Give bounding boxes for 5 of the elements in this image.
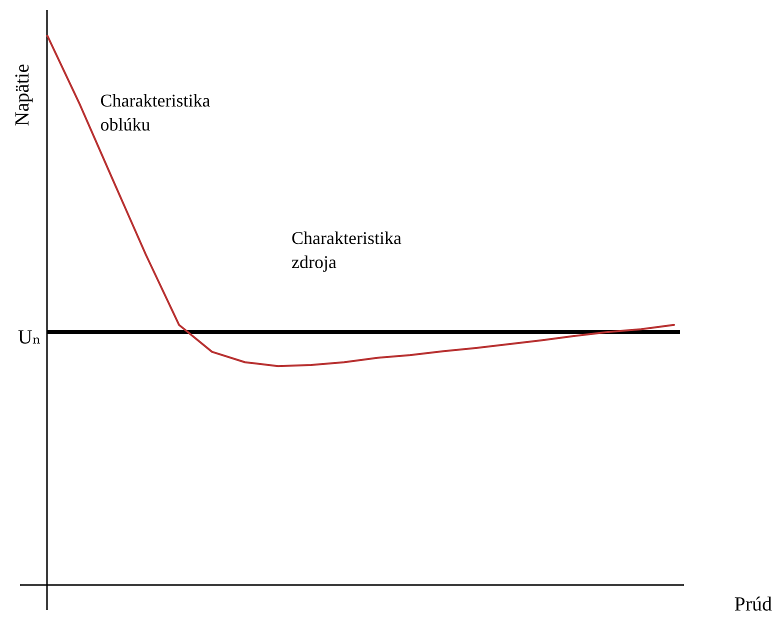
annotation: Charakteristika oblúku bbox=[100, 90, 210, 134]
ref-line-label: Uₙ bbox=[18, 326, 41, 348]
x-axis-title: Prúd bbox=[734, 593, 772, 616]
annotation: Charakteristika zdroja bbox=[292, 228, 402, 272]
y-axis-title: Napätie bbox=[11, 64, 34, 126]
